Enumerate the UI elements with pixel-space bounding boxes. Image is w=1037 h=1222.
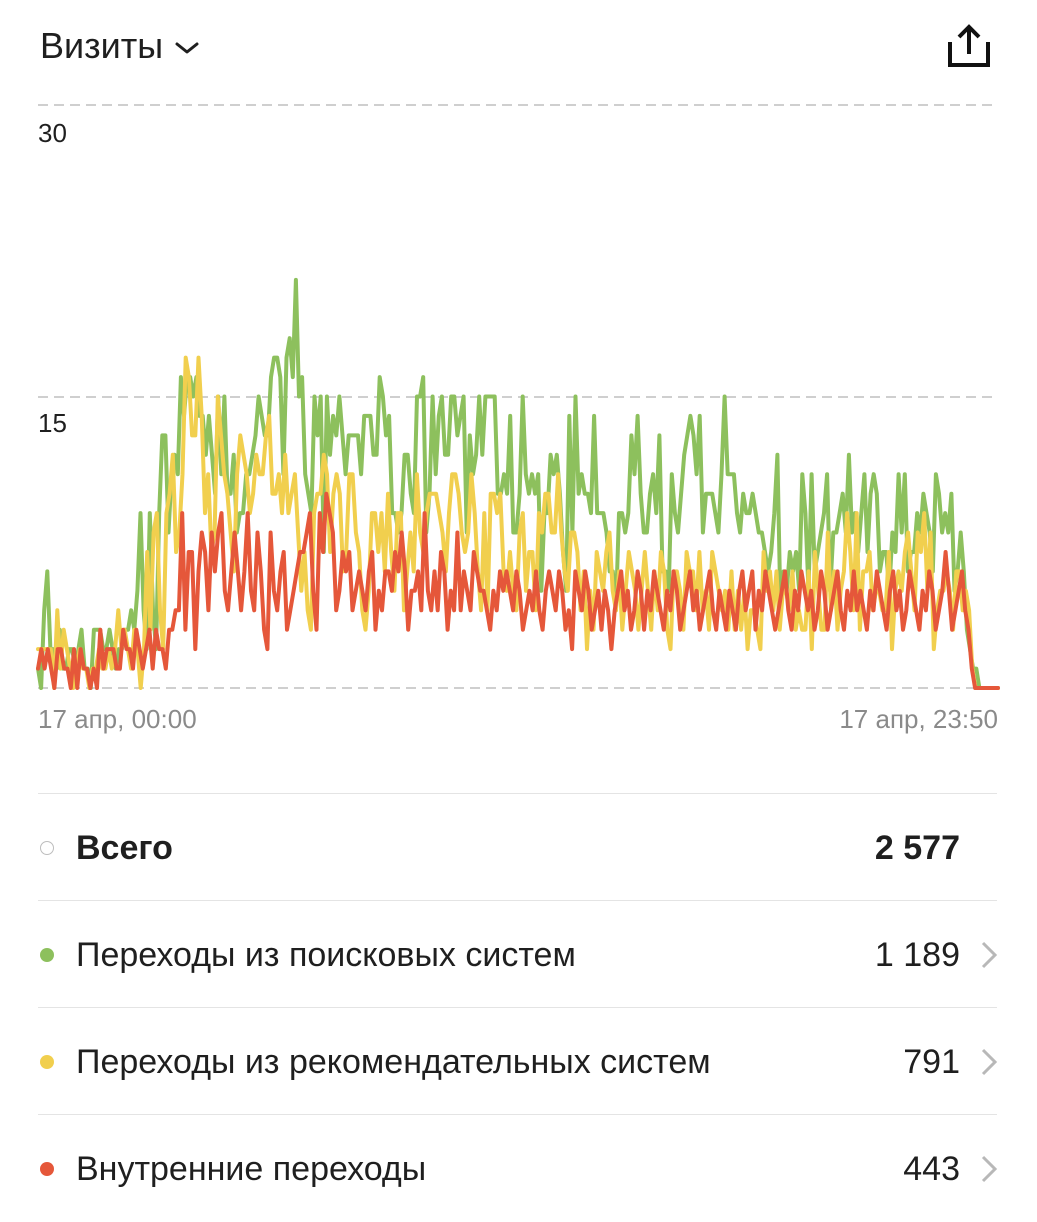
- chevron-right-icon: [981, 941, 998, 969]
- legend-value: 2 577: [874, 828, 960, 867]
- chart-canvas: 30 15 17 апр, 00:00 17 апр, 23:50: [36, 104, 1000, 734]
- total-dot-icon: [40, 841, 54, 855]
- x-axis-end-label: 17 апр, 23:50: [839, 704, 998, 734]
- divider: [38, 900, 997, 901]
- metric-title: Визиты: [40, 25, 164, 66]
- series-dot-icon: [40, 948, 54, 962]
- chevron-right-icon: [981, 1048, 998, 1076]
- legend-value: 1 189: [874, 935, 960, 974]
- legend-value: 791: [903, 1042, 960, 1081]
- legend-row-internal[interactable]: Внутренние переходы 443: [38, 1116, 998, 1222]
- metric-selector[interactable]: Визиты: [40, 22, 199, 70]
- series-layer: [36, 277, 1000, 690]
- legend-row-search[interactable]: Переходы из поисковых систем 1 189: [38, 902, 998, 1008]
- y-tick-label: 30: [38, 118, 67, 148]
- visits-chart: 30 15 17 апр, 00:00 17 апр, 23:50: [0, 90, 1037, 740]
- legend-row-total[interactable]: Всего 2 577: [38, 795, 998, 901]
- legend-label: Всего: [76, 828, 173, 867]
- divider: [38, 1007, 997, 1008]
- header: Визиты: [40, 22, 997, 70]
- y-tick-label: 15: [38, 408, 67, 438]
- divider: [38, 793, 997, 794]
- legend-value: 443: [903, 1149, 960, 1188]
- share-export-icon[interactable]: [947, 24, 991, 68]
- divider: [38, 1114, 997, 1115]
- series-dot-icon: [40, 1162, 54, 1176]
- series-line-2: [36, 491, 1000, 690]
- x-axis-start-label: 17 апр, 00:00: [38, 704, 197, 734]
- chevron-right-icon: [981, 1155, 998, 1183]
- legend-label: Переходы из поисковых систем: [76, 935, 576, 974]
- legend-row-recommendations[interactable]: Переходы из рекомендательных систем 791: [38, 1009, 998, 1115]
- legend-label: Переходы из рекомендательных систем: [76, 1042, 711, 1081]
- series-dot-icon: [40, 1055, 54, 1069]
- chevron-down-icon: [175, 42, 199, 54]
- legend-label: Внутренние переходы: [76, 1149, 427, 1188]
